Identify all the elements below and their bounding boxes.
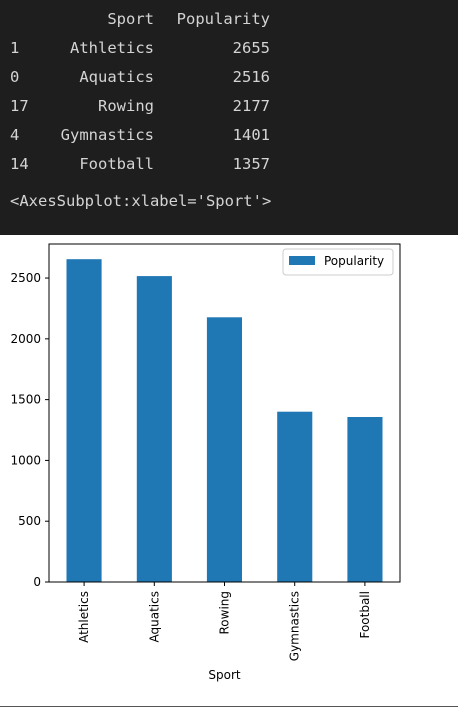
bar-aquatics (136, 276, 172, 582)
bar-athletics (66, 259, 102, 582)
row-sport: Football (79, 155, 154, 173)
x-axis-label: Sport (208, 668, 241, 682)
bar-football (347, 417, 383, 582)
legend-swatch (289, 256, 315, 265)
chart-area: 0 500 1000 1500 2000 2500 Athletics Aquatics Ro… (0, 235, 458, 705)
sport-header: Sport (107, 10, 154, 28)
index-header (0, 5, 50, 34)
row-index: 14 (10, 155, 29, 173)
row-sport: Aquatics (79, 68, 154, 86)
y-tick-label: 1500 (10, 393, 41, 407)
bar-gymnastics (277, 411, 313, 582)
row-sport: Gymnastics (60, 126, 154, 144)
table-row: 1 Athletics 2655 (0, 34, 270, 63)
row-popularity: 2177 (232, 97, 270, 115)
x-tick-label: Rowing (218, 591, 232, 635)
x-tick-label: Athletics (77, 591, 91, 643)
y-tick-label: 1000 (10, 453, 41, 467)
row-index: 4 (10, 126, 20, 144)
row-popularity: 1401 (232, 126, 270, 144)
table-row: 17 Rowing 2177 (0, 92, 270, 121)
table-row: 14 Football 1357 (0, 150, 270, 179)
y-tick-label: 2500 (10, 271, 41, 285)
row-index: 17 (10, 97, 29, 115)
legend-label: Popularity (324, 254, 384, 268)
x-tick-label: Aquatics (147, 591, 161, 642)
row-popularity: 2655 (232, 39, 270, 57)
x-ticks: Athletics Aquatics Rowing Gymnastics Footbal… (77, 582, 372, 661)
row-sport: Athletics (70, 39, 154, 57)
row-sport: Rowing (98, 97, 154, 115)
row-index: 1 (10, 39, 20, 57)
row-index: 0 (10, 68, 20, 86)
bar-chart: 0 500 1000 1500 2000 2500 Athletics Aquatics Ro… (10, 243, 401, 682)
axes-repr-text: <AxesSubplot:xlabel='Sport'> (10, 192, 272, 210)
legend-frame (282, 248, 394, 276)
x-tick-label: Gymnastics (288, 591, 302, 661)
table-header-row: Sport Popularity (0, 5, 270, 34)
divider (0, 706, 458, 707)
table-row: 4 Gymnastics 1401 (0, 121, 270, 150)
legend: Popularity (282, 248, 394, 276)
y-tick-label: 500 (18, 514, 41, 528)
bar-rowing (206, 317, 242, 582)
y-tick-label: 0 (33, 575, 41, 589)
dataframe-table: Sport Popularity 1 Athletics 2655 0 Aqua… (0, 5, 270, 179)
row-popularity: 2516 (232, 68, 270, 86)
cell-output-text: Sport Popularity 1 Athletics 2655 0 Aqua… (0, 0, 458, 235)
table-row: 0 Aquatics 2516 (0, 63, 270, 92)
y-tick-label: 2000 (10, 332, 41, 346)
popularity-header: Popularity (176, 10, 270, 28)
x-tick-label: Football (358, 591, 372, 639)
row-popularity: 1357 (232, 155, 270, 173)
bars-layer (66, 259, 383, 582)
y-ticks: 0 500 1000 1500 2000 2500 (10, 271, 49, 589)
